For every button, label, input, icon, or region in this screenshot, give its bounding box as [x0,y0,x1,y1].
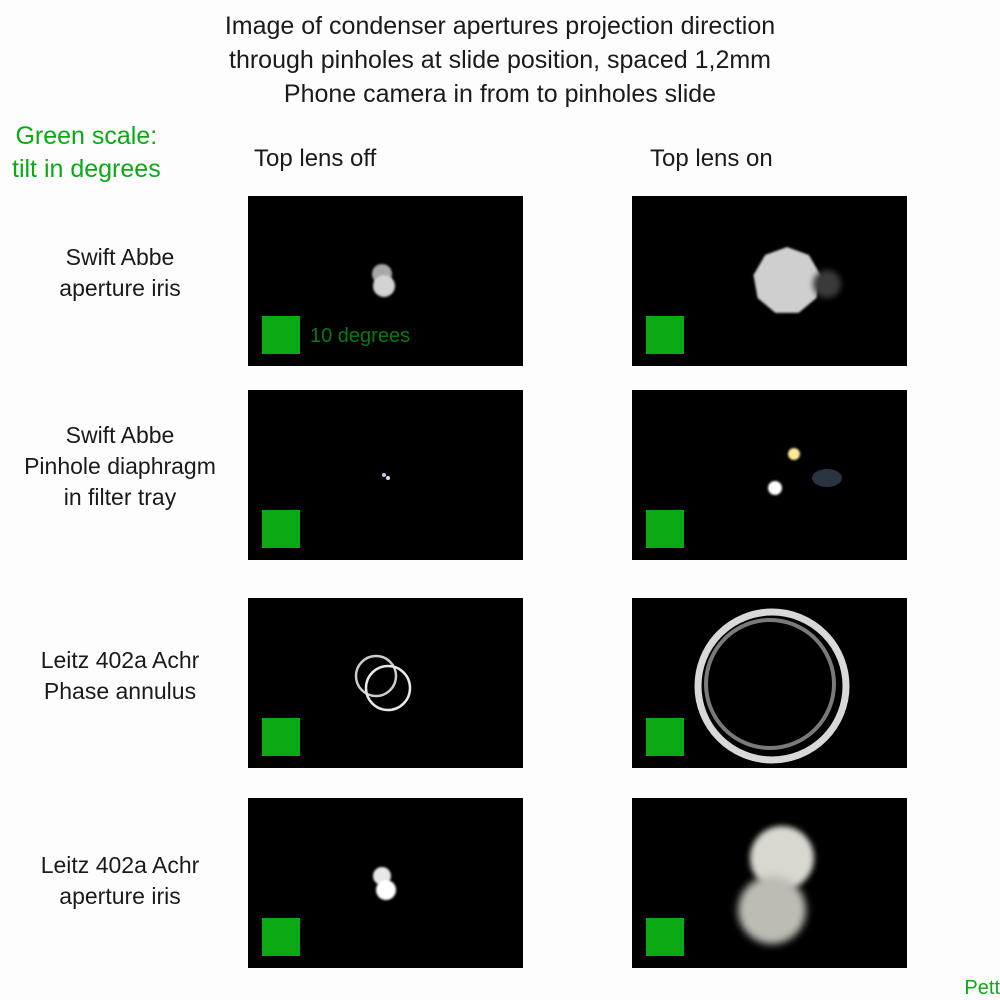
scale-marker-label: 10 degrees [310,325,410,348]
panel-r1-c1 [632,390,907,560]
row-label-2: Leitz 402a AchrPhase annulus [10,645,230,707]
scale-marker-icon [646,718,684,756]
scale-marker-icon [262,718,300,756]
scale-marker-icon [646,316,684,354]
scale-marker-icon [646,918,684,956]
scale-line-1: Green scale: [15,122,157,150]
panel-r3-c0 [248,798,523,968]
scale-marker-icon [262,918,300,956]
panel-r1-c0 [248,390,523,560]
credit-text: Pett [964,977,1000,1000]
green-scale-label: Green scale: tilt in degrees [12,120,161,185]
scale-marker-icon [262,316,300,354]
panel-r2-c0 [248,598,523,768]
column-header-0: Top lens off [254,145,376,173]
panel-r3-c1 [632,798,907,968]
panel-r2-c1 [632,598,907,768]
title-line-2: through pinholes at slide position, spac… [0,44,1000,78]
scale-marker-icon [262,510,300,548]
title-line-3: Phone camera in from to pinholes slide [0,78,1000,112]
scale-line-2: tilt in degrees [12,155,161,183]
scale-marker-icon [646,510,684,548]
panel-r0-c0: 10 degrees [248,196,523,366]
column-header-1: Top lens on [650,145,773,173]
row-label-3: Leitz 402a Achraperture iris [10,850,230,912]
row-label-0: Swift Abbeaperture iris [10,242,230,304]
row-label-1: Swift AbbePinhole diaphragmin filter tra… [10,420,230,513]
panel-r0-c1 [632,196,907,366]
title-line-1: Image of condenser apertures projection … [0,10,1000,44]
figure-title: Image of condenser apertures projection … [0,0,1000,111]
